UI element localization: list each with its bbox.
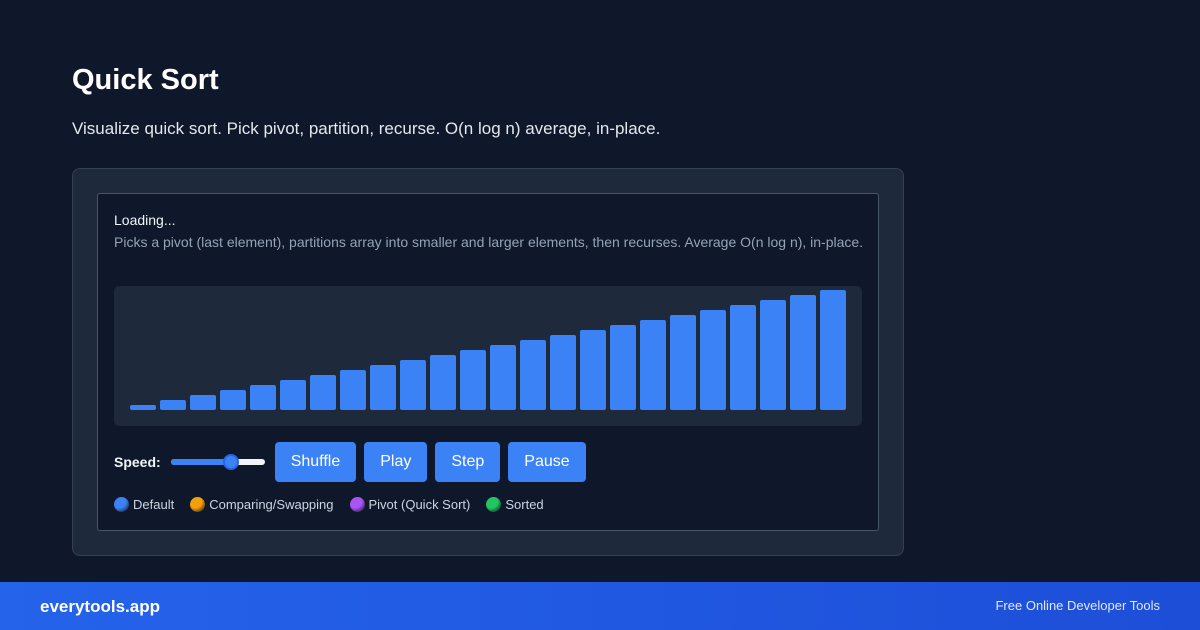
controls-bar: Speed: Shuffle Play Step Pause (114, 442, 594, 482)
play-button[interactable]: Play (364, 442, 428, 482)
bars-chart (130, 290, 846, 410)
legend-item-sorted: Sorted (486, 497, 544, 512)
array-bar (430, 355, 456, 410)
array-bar (790, 295, 816, 410)
status-text: Loading... (114, 212, 176, 228)
page-title: Quick Sort (72, 64, 219, 96)
array-bar (250, 385, 276, 410)
array-bar (640, 320, 666, 410)
legend-item-pivot: Pivot (Quick Sort) (349, 497, 471, 512)
array-bar (220, 390, 246, 410)
bars-canvas (114, 286, 862, 426)
speed-slider[interactable] (170, 454, 265, 470)
legend-label: Sorted (505, 497, 544, 512)
array-bar (460, 350, 486, 410)
legend-label: Pivot (Quick Sort) (368, 497, 471, 512)
array-bar (490, 345, 516, 410)
array-bar (400, 360, 426, 410)
legend-label: Default (133, 497, 175, 512)
array-bar (280, 380, 306, 410)
legend-dot-icon (349, 497, 365, 512)
step-button[interactable]: Step (435, 442, 501, 482)
legend-item-default: Default (114, 497, 174, 512)
array-bar (730, 305, 756, 410)
array-bar (670, 315, 696, 410)
legend-item-comparing: Comparing/Swapping (190, 497, 334, 512)
footer-tagline: Free Online Developer Tools (995, 598, 1160, 613)
pause-button[interactable]: Pause (508, 442, 586, 482)
array-bar (520, 340, 546, 410)
legend-dot-icon (114, 497, 129, 512)
legend-dot-icon (486, 497, 502, 512)
footer-bar: everytools.app Free Online Developer Too… (0, 582, 1200, 630)
color-legend: Default Comparing/Swapping Pivot (Quick … (114, 497, 560, 512)
array-bar (760, 300, 786, 410)
array-bar (580, 330, 606, 410)
legend-dot-icon (190, 497, 206, 512)
speed-slider-thumb[interactable] (222, 454, 239, 470)
array-bar (340, 370, 366, 410)
shuffle-button[interactable]: Shuffle (274, 442, 357, 482)
array-bar (160, 400, 186, 410)
array-bar (130, 405, 156, 410)
footer-brand-link[interactable]: everytools.app (40, 597, 160, 616)
array-bar (310, 375, 336, 410)
array-bar (370, 365, 396, 410)
array-bar (820, 290, 846, 410)
visualizer-card: Loading... Picks a pivot (last element),… (72, 168, 904, 556)
legend-label: Comparing/Swapping (209, 497, 334, 512)
speed-slider-fill (170, 459, 231, 465)
array-bar (610, 325, 636, 410)
visualizer-panel: Loading... Picks a pivot (last element),… (97, 193, 879, 531)
array-bar (700, 310, 726, 410)
algorithm-description: Picks a pivot (last element), partitions… (114, 234, 864, 250)
speed-label: Speed: (114, 454, 161, 470)
array-bar (190, 395, 216, 410)
page-subtitle: Visualize quick sort. Pick pivot, partit… (72, 119, 661, 138)
array-bar (550, 335, 576, 410)
